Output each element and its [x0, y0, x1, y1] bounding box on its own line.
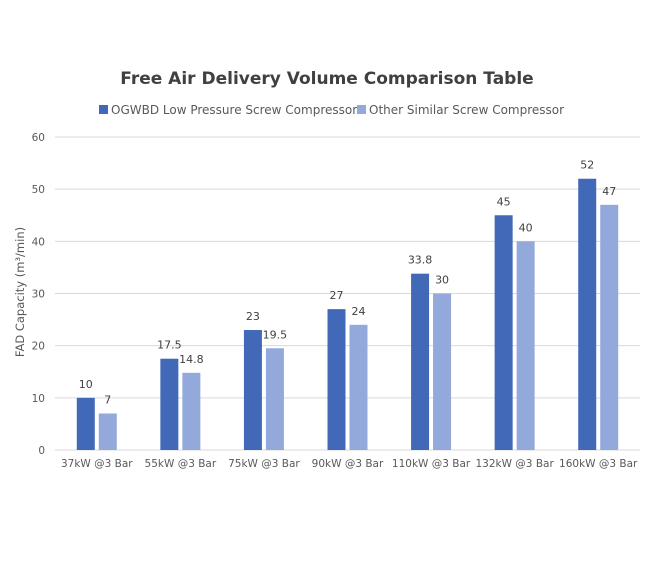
- x-category-label: 110kW @3 Bar: [392, 458, 471, 470]
- y-tick-label: 20: [32, 341, 45, 353]
- bar-ogwbd: [327, 309, 346, 450]
- bar-ogwbd: [243, 330, 262, 450]
- data-label: 52: [580, 159, 594, 172]
- x-category-label: 90kW @3 Bar: [312, 458, 384, 470]
- data-label: 33.8: [408, 254, 433, 267]
- data-label: 30: [435, 274, 449, 287]
- legend-label-other: Other Similar Screw Compressor: [369, 103, 564, 117]
- data-label: 47: [602, 185, 616, 198]
- gridlines: [55, 136, 640, 451]
- bar-ogwbd: [494, 215, 513, 450]
- legend-swatch-other: [357, 105, 366, 114]
- chart-title: Free Air Delivery Volume Comparison Tabl…: [120, 69, 533, 89]
- x-category-label: 160kW @3 Bar: [559, 458, 638, 470]
- x-category-label: 75kW @3 Bar: [228, 458, 300, 470]
- bar-other: [265, 348, 284, 450]
- y-tick-label: 30: [32, 289, 45, 301]
- y-tick-label: 10: [32, 393, 45, 405]
- bar-other: [600, 204, 619, 450]
- bar-other: [349, 324, 368, 450]
- x-category-label: 37kW @3 Bar: [61, 458, 133, 470]
- data-label: 14.8: [179, 353, 204, 366]
- data-label: 45: [497, 195, 511, 208]
- bars: [76, 178, 619, 450]
- legend-label-ogwbd: OGWBD Low Pressure Screw Compressor: [111, 103, 357, 117]
- y-tick-label: 40: [32, 236, 45, 248]
- y-axis-label: FAD Capacity (m³/min): [13, 227, 27, 357]
- x-category-label: 132kW @3 Bar: [475, 458, 554, 470]
- data-label: 10: [79, 378, 93, 391]
- data-label: 24: [352, 305, 366, 318]
- bar-other: [433, 293, 452, 450]
- bar-ogwbd: [578, 178, 597, 450]
- data-label: 23: [246, 310, 260, 323]
- x-axis-categories: 37kW @3 Bar 55kW @3 Bar 75kW @3 Bar 90kW @3…: [61, 458, 638, 470]
- data-label: 19.5: [263, 328, 288, 341]
- bar-other: [182, 372, 201, 450]
- data-label: 40: [519, 221, 533, 234]
- legend-swatch-ogwbd: [99, 105, 108, 114]
- legend: OGWBD Low Pressure Screw Compressor Othe…: [99, 103, 564, 117]
- y-tick-label: 60: [32, 132, 45, 144]
- bar-ogwbd: [160, 358, 179, 450]
- x-category-label: 55kW @3 Bar: [145, 458, 217, 470]
- y-tick-label: 0: [38, 445, 45, 457]
- data-label: 17.5: [157, 339, 182, 352]
- bar-ogwbd: [76, 397, 95, 450]
- bar-other: [516, 241, 535, 450]
- data-label: 27: [330, 289, 344, 302]
- y-tick-label: 50: [32, 184, 45, 196]
- data-label: 7: [104, 393, 111, 406]
- bar-other: [98, 413, 117, 450]
- bar-ogwbd: [411, 273, 430, 450]
- y-axis-ticks: 0 10 20 30 40 50 60: [32, 132, 45, 457]
